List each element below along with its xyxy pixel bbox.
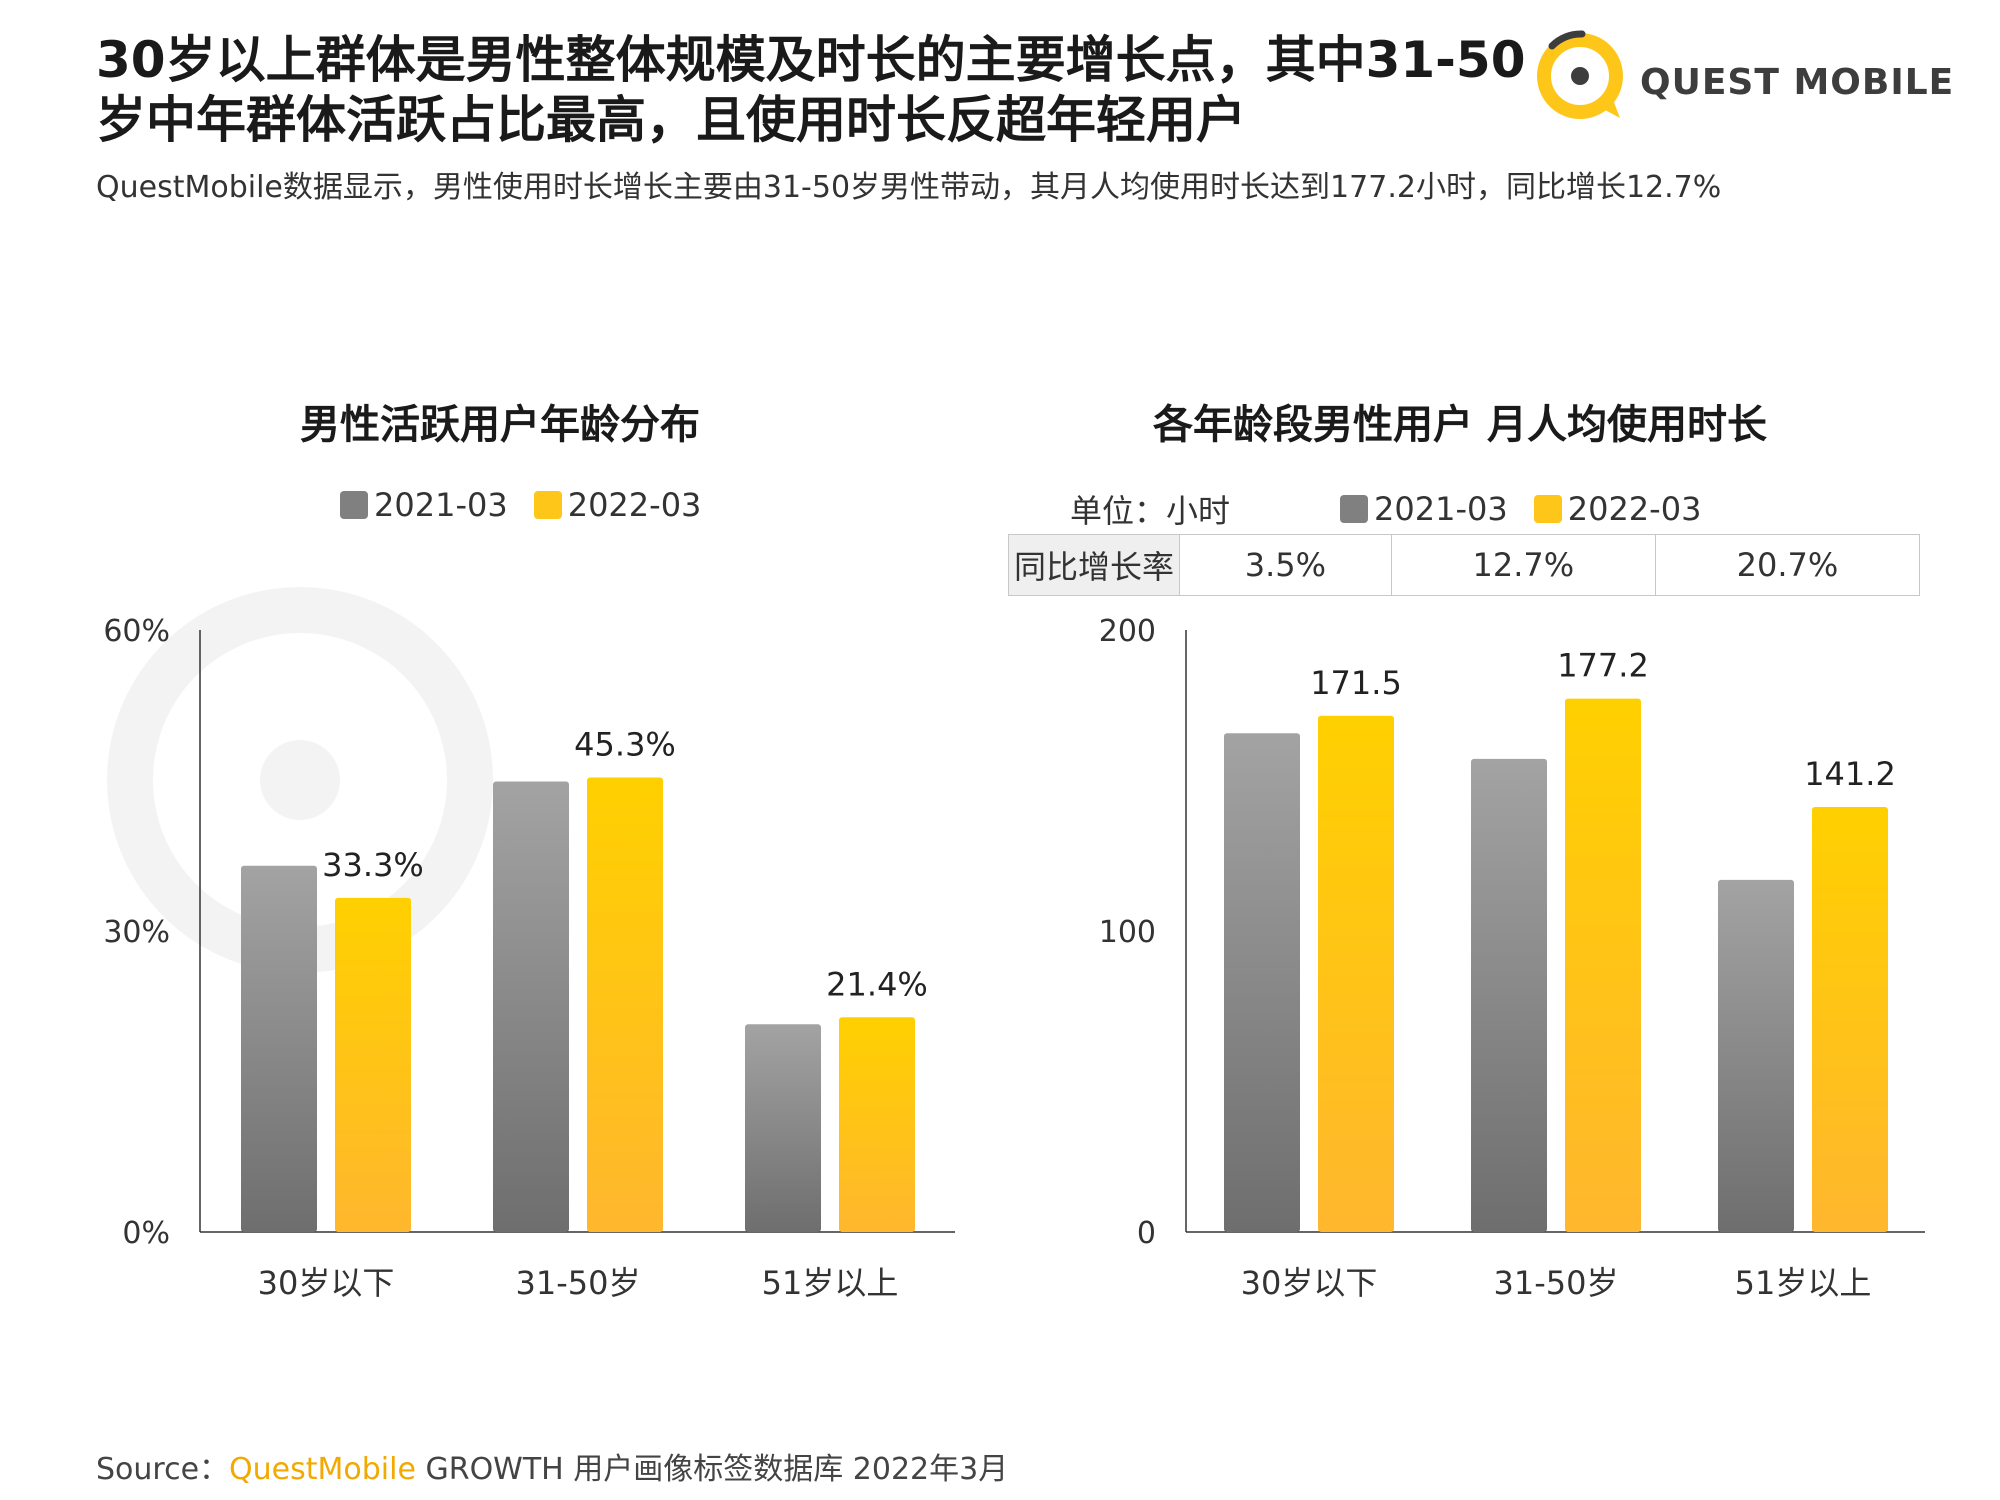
- legend-label-2022: 2022-03: [1567, 490, 1702, 528]
- unit-label: 单位：小时: [1070, 492, 1231, 530]
- yoy-header-cell: 同比增长率: [1008, 534, 1180, 596]
- page-subtitle: QuestMobile数据显示，男性使用时长增长主要由31-50岁男性带动，其月…: [96, 170, 1722, 205]
- bar-2021-03-1: [1471, 758, 1547, 1232]
- bar-2021-03-1: [493, 781, 569, 1232]
- source-brand: QuestMobile: [229, 1452, 416, 1487]
- right-chart-title: 各年龄段男性用户 月人均使用时长: [1153, 402, 1767, 448]
- right-chart-legend: 单位：小时 2021-03 2022-03: [1070, 486, 1727, 532]
- yoy-cell: 12.7%: [1390, 534, 1656, 596]
- questmobile-logo: QUEST MOBILE: [1530, 24, 1953, 124]
- bar-2021-03-2: [1718, 879, 1794, 1232]
- data-label: 177.2: [1557, 647, 1649, 685]
- title-line-2: 岁中年群体活跃占比最高，且使用时长反超年轻用户: [96, 91, 1246, 149]
- left-chart-legend: 2021-03 2022-03: [340, 486, 727, 524]
- left-chart: 0% 30% 60% 33.3% 30岁以下 45.3% 31-50岁 21.4% 51岁以上: [103, 614, 955, 1302]
- y-tick-label: 30%: [103, 915, 170, 950]
- x-tick-label: 31-50岁: [516, 1264, 641, 1302]
- y-tick-label: 60%: [103, 614, 170, 649]
- source-prefix: Source：: [96, 1452, 230, 1487]
- yoy-growth-table: 同比增长率 3.5% 12.7% 20.7%: [1008, 534, 1921, 596]
- bar-2022-03-0: [1318, 715, 1394, 1232]
- logo-icon: [1537, 30, 1623, 119]
- y-tick-label: 200: [1099, 614, 1156, 649]
- legend-item-2021: 2021-03: [1340, 490, 1508, 528]
- bar-2021-03-0: [241, 865, 317, 1232]
- legend-swatch-2021: [1340, 495, 1369, 523]
- page-title: 30岁以上群体是男性整体规模及时长的主要增长点，其中31-50 岁中年群体活跃占…: [96, 30, 1526, 150]
- legend-item-2021: 2021-03: [340, 486, 508, 524]
- yoy-row: 同比增长率 3.5% 12.7% 20.7%: [1008, 534, 1921, 596]
- y-tick-label: 0: [1137, 1216, 1156, 1251]
- x-tick-label: 30岁以下: [258, 1264, 395, 1302]
- data-label: 141.2: [1804, 755, 1896, 793]
- legend-swatch-2022: [533, 491, 562, 519]
- bar-2021-03-0: [1224, 733, 1300, 1232]
- legend-item-2022: 2022-03: [533, 486, 702, 524]
- legend-swatch-2021: [340, 491, 368, 519]
- x-tick-label: 30岁以下: [1241, 1264, 1378, 1302]
- yoy-cell: 3.5%: [1179, 534, 1392, 596]
- data-label: 33.3%: [322, 846, 424, 884]
- title-line-1: 30岁以上群体是男性整体规模及时长的主要增长点，其中31-50: [96, 31, 1526, 89]
- source-note: Source：QuestMobile GROWTH 用户画像标签数据库 2022…: [96, 1444, 1008, 1488]
- right-chart: 0 100 200 171.5 30岁以下 177.2 31-50岁 141.2 51岁以上: [1099, 614, 1925, 1302]
- bar-2022-03-1: [1565, 698, 1641, 1232]
- legend-item-2022: 2022-03: [1533, 490, 1702, 528]
- data-label: 45.3%: [574, 725, 676, 763]
- logo-text: QUEST MOBILE: [1640, 62, 1955, 103]
- y-tick-label: 100: [1099, 915, 1156, 950]
- data-label: 21.4%: [826, 965, 928, 1003]
- bar-2022-03-2: [839, 1017, 915, 1232]
- left-chart-title: 男性活跃用户年龄分布: [300, 402, 700, 448]
- bar-2021-03-2: [745, 1024, 821, 1232]
- source-rest: GROWTH 用户画像标签数据库 2022年3月: [415, 1452, 1009, 1487]
- legend-label-2022: 2022-03: [567, 486, 702, 524]
- x-tick-label: 51岁以上: [762, 1264, 899, 1302]
- data-label: 171.5: [1310, 664, 1402, 702]
- yoy-cell: 20.7%: [1654, 534, 1921, 596]
- bar-2022-03-1: [587, 777, 663, 1232]
- x-tick-label: 31-50岁: [1494, 1264, 1619, 1302]
- bar-2022-03-2: [1812, 806, 1888, 1232]
- y-tick-label: 0%: [122, 1216, 170, 1251]
- legend-label-2021: 2021-03: [374, 486, 508, 524]
- legend-swatch-2022: [1533, 495, 1562, 523]
- bar-2022-03-0: [335, 897, 411, 1232]
- x-tick-label: 51岁以上: [1735, 1264, 1872, 1302]
- legend-label-2021: 2021-03: [1374, 490, 1508, 528]
